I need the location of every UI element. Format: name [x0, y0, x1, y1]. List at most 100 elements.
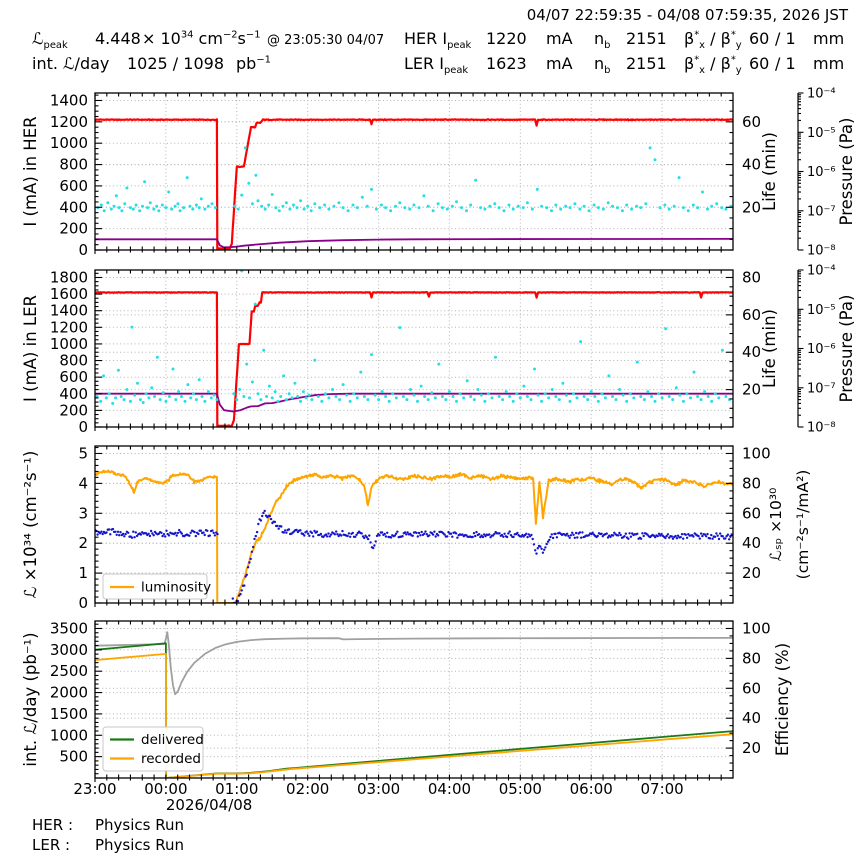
ler-pressure-series-point — [494, 355, 497, 359]
ler-pressure-series-point — [250, 380, 254, 384]
specific-luminosity-series-point — [617, 534, 620, 537]
specific-luminosity-series-point — [573, 536, 576, 539]
pressure-axis-title: Pressure (Pa) — [837, 118, 856, 226]
her-run-status: Physics Run — [95, 816, 185, 834]
her-pressure-series-point — [658, 206, 662, 210]
ler-ipeak-units: mA — [546, 54, 573, 73]
specific-luminosity-series-point — [276, 524, 279, 528]
specific-luminosity-series-point — [369, 541, 372, 544]
pressure-tick-label: 10⁻⁴ — [807, 264, 836, 279]
her-pressure-series-point — [355, 206, 359, 210]
ler-pressure-series-point — [557, 398, 561, 402]
specific-luminosity-series-point — [656, 534, 659, 538]
her-pressure-series-point — [267, 203, 271, 207]
specific-luminosity-series-point — [354, 535, 357, 538]
specific-luminosity-series-point — [254, 534, 257, 538]
ler-pressure-series-point — [282, 374, 286, 378]
her-pressure-series-point — [236, 207, 240, 211]
her-pressure-series-point — [277, 209, 281, 213]
specific-luminosity-series-point — [277, 527, 280, 530]
specific-luminosity-series-point — [115, 533, 118, 536]
her-pressure-series-point — [214, 206, 217, 210]
specific-luminosity-series-point — [340, 534, 343, 537]
specific-luminosity-series-point — [551, 536, 555, 540]
plot-luminosity: 0 1 2 3 4 5 20 40 60 80 100 ℒ ×10³⁴ (cm⁻²s⁻¹) ℒₛₚ ×1… — [21, 444, 812, 612]
ler-pressure-series-point — [518, 396, 522, 400]
specific-luminosity-series-point — [139, 533, 143, 536]
y2-tick-label: 40 — [742, 156, 761, 174]
her-pressure-series-point — [384, 206, 388, 210]
her-ipeak-label: HER Ipeak — [404, 29, 472, 52]
ler-pressure-series-point — [114, 396, 118, 400]
specific-luminosity-series-point — [719, 532, 722, 535]
specific-luminosity-series-point — [327, 532, 330, 535]
her-pressure-series-point — [696, 206, 700, 210]
intl-value: 1025 / 1098 — [127, 54, 224, 73]
specific-luminosity-series-point — [206, 529, 209, 532]
specific-luminosity-series-point — [676, 534, 680, 537]
specific-luminosity-series-point — [540, 547, 543, 550]
specific-luminosity-series-point — [283, 529, 287, 532]
specific-luminosity-series-point — [611, 534, 615, 537]
ler-pressure-series-point — [161, 391, 165, 395]
specific-luminosity-series-point — [305, 530, 308, 533]
her-ipeak-units: mA — [546, 29, 573, 48]
specific-luminosity-series-point — [706, 532, 709, 536]
specific-luminosity-series-point — [710, 533, 713, 537]
y2-tick-label: 80 — [742, 474, 761, 492]
ler-pressure-series-point — [307, 393, 311, 397]
ler-pressure-series-point — [678, 393, 682, 397]
specific-luminosity-series-point — [329, 533, 333, 536]
specific-luminosity-series-point — [428, 534, 431, 537]
her-pressure-series-point — [112, 204, 116, 208]
ler-pressure-series-point — [469, 395, 473, 398]
her-pressure-series-point — [639, 206, 643, 210]
ler-pressure-series-point — [412, 393, 416, 397]
specific-luminosity-series-point — [383, 532, 386, 536]
specific-luminosity-series-point — [303, 534, 306, 537]
her-pressure-series-point — [616, 206, 619, 210]
intl-label: int. ℒ/day — [32, 54, 110, 73]
ler-pressure-series-point — [603, 396, 607, 400]
specific-luminosity-series-point — [240, 589, 243, 592]
specific-luminosity-series-point — [420, 530, 423, 534]
y-tick-label: 1800 — [50, 268, 88, 286]
specific-luminosity-series-point — [100, 530, 103, 533]
y2-axis-title: Life (min) — [760, 309, 779, 388]
y-tick-label: 3 — [78, 504, 88, 522]
her-pressure-series-point — [564, 204, 568, 208]
specific-luminosity-series-point — [335, 530, 338, 533]
her-pressure-series-point — [394, 204, 398, 208]
specific-luminosity-series-point — [372, 546, 375, 550]
ler-pressure-series-point — [483, 399, 487, 403]
her-pressure-series-point — [106, 201, 110, 205]
ler-pressure-series-point — [99, 399, 103, 403]
ler-pressure-series-point — [575, 396, 579, 400]
legend-label: luminosity — [141, 580, 211, 596]
specific-luminosity-series-point — [216, 532, 219, 536]
specific-luminosity-series-point — [692, 535, 695, 538]
ticks — [94, 270, 733, 431]
specific-luminosity-series-point — [135, 534, 139, 538]
specific-luminosity-series-point — [642, 534, 645, 538]
her-pressure-series-point — [164, 206, 168, 210]
ler-pressure-series-point — [212, 393, 216, 397]
ler-pressure-series-point — [455, 399, 458, 403]
specific-luminosity-series-point — [389, 536, 393, 539]
specific-luminosity-series-point — [280, 525, 283, 528]
specific-luminosity-series-point — [569, 534, 573, 537]
ler-pressure-series-point — [426, 398, 430, 402]
y-tick-label: 400 — [59, 198, 88, 216]
her-pressure-series-point — [620, 209, 624, 213]
specific-luminosity-series-point — [107, 528, 111, 531]
her-pressure-series-point — [197, 206, 201, 210]
specific-luminosity-series-point — [259, 519, 263, 522]
her-pressure-series-point — [295, 206, 299, 210]
ler-pressure-series-point — [384, 395, 388, 398]
specific-luminosity-series-point — [127, 531, 130, 534]
her-pressure-series-point — [663, 203, 667, 207]
luminosity-series — [95, 469, 733, 603]
ler-pressure-series-point — [279, 395, 283, 398]
specific-luminosity-series-point — [252, 545, 255, 549]
her-pressure-series-point — [288, 207, 292, 211]
